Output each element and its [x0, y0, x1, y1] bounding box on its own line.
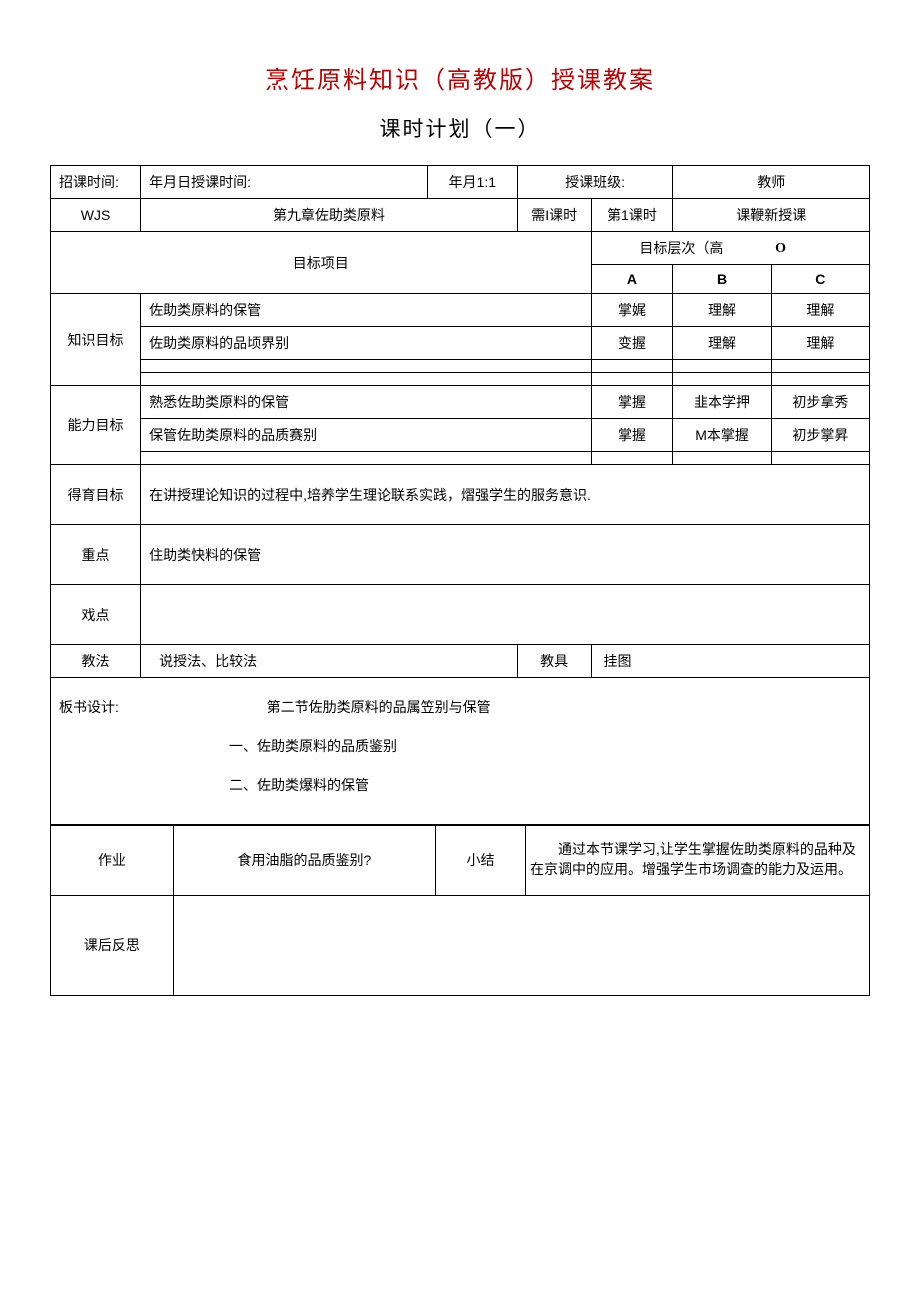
knowledge-b-0: 理解 — [673, 294, 771, 327]
board-line1: 第二节佐肋类原料的品属笠别与保管 — [267, 699, 491, 715]
reflect-row: 课后反思 — [51, 895, 870, 995]
ability-a-1: 掌握 — [591, 419, 673, 452]
focus-label: 重点 — [51, 525, 141, 585]
val-teach-time: 年月日授课时间: — [141, 166, 428, 199]
label-class: 授课班级: — [517, 166, 673, 199]
ability-item-2 — [141, 452, 591, 465]
knowledge-b-2 — [673, 360, 771, 373]
o-cell: O — [771, 232, 869, 265]
ability-a-0: 掌握 — [591, 386, 673, 419]
ability-row-0: 能力目标 熟悉佐助类原料的保管 掌握 韭本学押 初步拿秀 — [51, 386, 870, 419]
chapter-row: WJS 第九章佐助类原料 需I课时 第1课时 课鞭新授课 — [51, 199, 870, 232]
knowledge-c-1: 理解 — [771, 327, 869, 360]
knowledge-row-1: 佐助类原料的品顷界别 变握 理解 理解 — [51, 327, 870, 360]
homework-row: 作业 食用油脂的品质鉴别? 小结 通过本节课学习,让学生掌握佐助类原料的品种及在… — [51, 825, 870, 895]
board-header-line: 板书设计: 第二节佐肋类原料的品属笠别与保管 — [59, 688, 861, 727]
reflect-text — [173, 895, 869, 995]
board-label: 板书设计: — [59, 699, 119, 715]
val-date: 年月1:1 — [427, 166, 517, 199]
page-title: 烹饪原料知识（高教版）授课教案 — [50, 60, 870, 95]
target-label: 目标项目 — [51, 232, 592, 294]
knowledge-b-1: 理解 — [673, 327, 771, 360]
need-hours: 需I课时 — [517, 199, 591, 232]
knowledge-a-3 — [591, 373, 673, 386]
difficulty-row: 戏点 — [51, 585, 870, 645]
difficulty-text — [141, 585, 870, 645]
chapter-text: 第九章佐助类原料 — [273, 207, 385, 223]
page-subtitle: 课时计划（一） — [50, 113, 870, 143]
difficulty-label: 戏点 — [51, 585, 141, 645]
ability-c-2 — [771, 452, 869, 465]
board-line3: 二、佐助类爆料的保管 — [59, 766, 861, 805]
focus-text: 住助类快料的保管 — [141, 525, 870, 585]
lesson-type: 课鞭新授课 — [673, 199, 870, 232]
ability-item-0: 熟悉佐助类原料的保管 — [141, 386, 591, 419]
moral-row: 得育目标 在讲授理论知识的过程中,培养学生理论联系实践，熠强学生的服务意识. — [51, 465, 870, 525]
level-label: 目标层次（高 — [591, 232, 771, 265]
ability-a-2 — [591, 452, 673, 465]
ability-c-0: 初步拿秀 — [771, 386, 869, 419]
knowledge-c-2 — [771, 360, 869, 373]
ability-c-1: 初步掌昇 — [771, 419, 869, 452]
label-teach-time: 招课时间: — [51, 166, 141, 199]
o-mark: O — [775, 241, 786, 256]
knowledge-c-3 — [771, 373, 869, 386]
tool-text: 挂图 — [591, 645, 869, 678]
knowledge-row-0: 知识目标 佐助类原料的保管 掌娓 理解 理解 — [51, 294, 870, 327]
reflect-label: 课后反思 — [51, 895, 174, 995]
board-line2: 一、佐助类原料的品质鉴别 — [59, 727, 861, 766]
bottom-table: 作业 食用油脂的品质鉴别? 小结 通过本节课学习,让学生掌握佐助类原料的品种及在… — [50, 825, 870, 996]
summary-label: 小结 — [435, 825, 525, 895]
code-wjs: WJS — [51, 199, 141, 232]
chapter-cell: 第九章佐助类原料 — [141, 199, 518, 232]
knowledge-a-1: 变握 — [591, 327, 673, 360]
knowledge-row-2 — [51, 360, 870, 373]
summary-text: 通过本节课学习,让学生掌握佐助类原料的品种及在京调中的应用。增强学生市场调查的能… — [526, 825, 870, 895]
knowledge-c-0: 理解 — [771, 294, 869, 327]
header-row: 招课时间: 年月日授课时间: 年月1:1 授课班级: 教师 — [51, 166, 870, 199]
label-teacher: 教师 — [673, 166, 870, 199]
ability-item-1: 保管佐助类原料的品质赛别 — [141, 419, 591, 452]
board-design: 板书设计: 第二节佐肋类原料的品属笠别与保管 一、佐助类原料的品质鉴别 二、佐助… — [50, 678, 870, 825]
knowledge-row-3 — [51, 373, 870, 386]
ability-label: 能力目标 — [51, 386, 141, 465]
knowledge-a-0: 掌娓 — [591, 294, 673, 327]
col-c: C — [771, 265, 869, 294]
col-a: A — [591, 265, 673, 294]
moral-text: 在讲授理论知识的过程中,培养学生理论联系实践，熠强学生的服务意识. — [141, 465, 870, 525]
homework-label: 作业 — [51, 825, 174, 895]
knowledge-a-2 — [591, 360, 673, 373]
focus-row: 重点 住助类快料的保管 — [51, 525, 870, 585]
knowledge-label: 知识目标 — [51, 294, 141, 386]
target-header-row: 目标项目 目标层次（高 O — [51, 232, 870, 265]
method-row: 教法 说授法、比较法 教具 挂图 — [51, 645, 870, 678]
moral-label: 得育目标 — [51, 465, 141, 525]
tool-label: 教具 — [517, 645, 591, 678]
ability-row-1: 保管佐助类原料的品质赛别 掌握 M本掌握 初步掌昇 — [51, 419, 870, 452]
ability-b-0: 韭本学押 — [673, 386, 771, 419]
level-label-text: 目标层次（高 — [639, 240, 723, 256]
knowledge-b-3 — [673, 373, 771, 386]
col-b: B — [673, 265, 771, 294]
method-label: 教法 — [51, 645, 141, 678]
knowledge-item-2 — [141, 360, 591, 373]
lesson-plan-table: 招课时间: 年月日授课时间: 年月1:1 授课班级: 教师 WJS 第九章佐助类… — [50, 165, 870, 678]
ability-b-2 — [673, 452, 771, 465]
knowledge-item-0: 佐助类原料的保管 — [141, 294, 591, 327]
method-text: 说授法、比较法 — [141, 645, 518, 678]
nth-hour: 第1课时 — [591, 199, 673, 232]
ability-b-1: M本掌握 — [673, 419, 771, 452]
homework-text: 食用油脂的品质鉴别? — [173, 825, 435, 895]
knowledge-item-3 — [141, 373, 591, 386]
ability-row-2 — [51, 452, 870, 465]
knowledge-item-1: 佐助类原料的品顷界别 — [141, 327, 591, 360]
